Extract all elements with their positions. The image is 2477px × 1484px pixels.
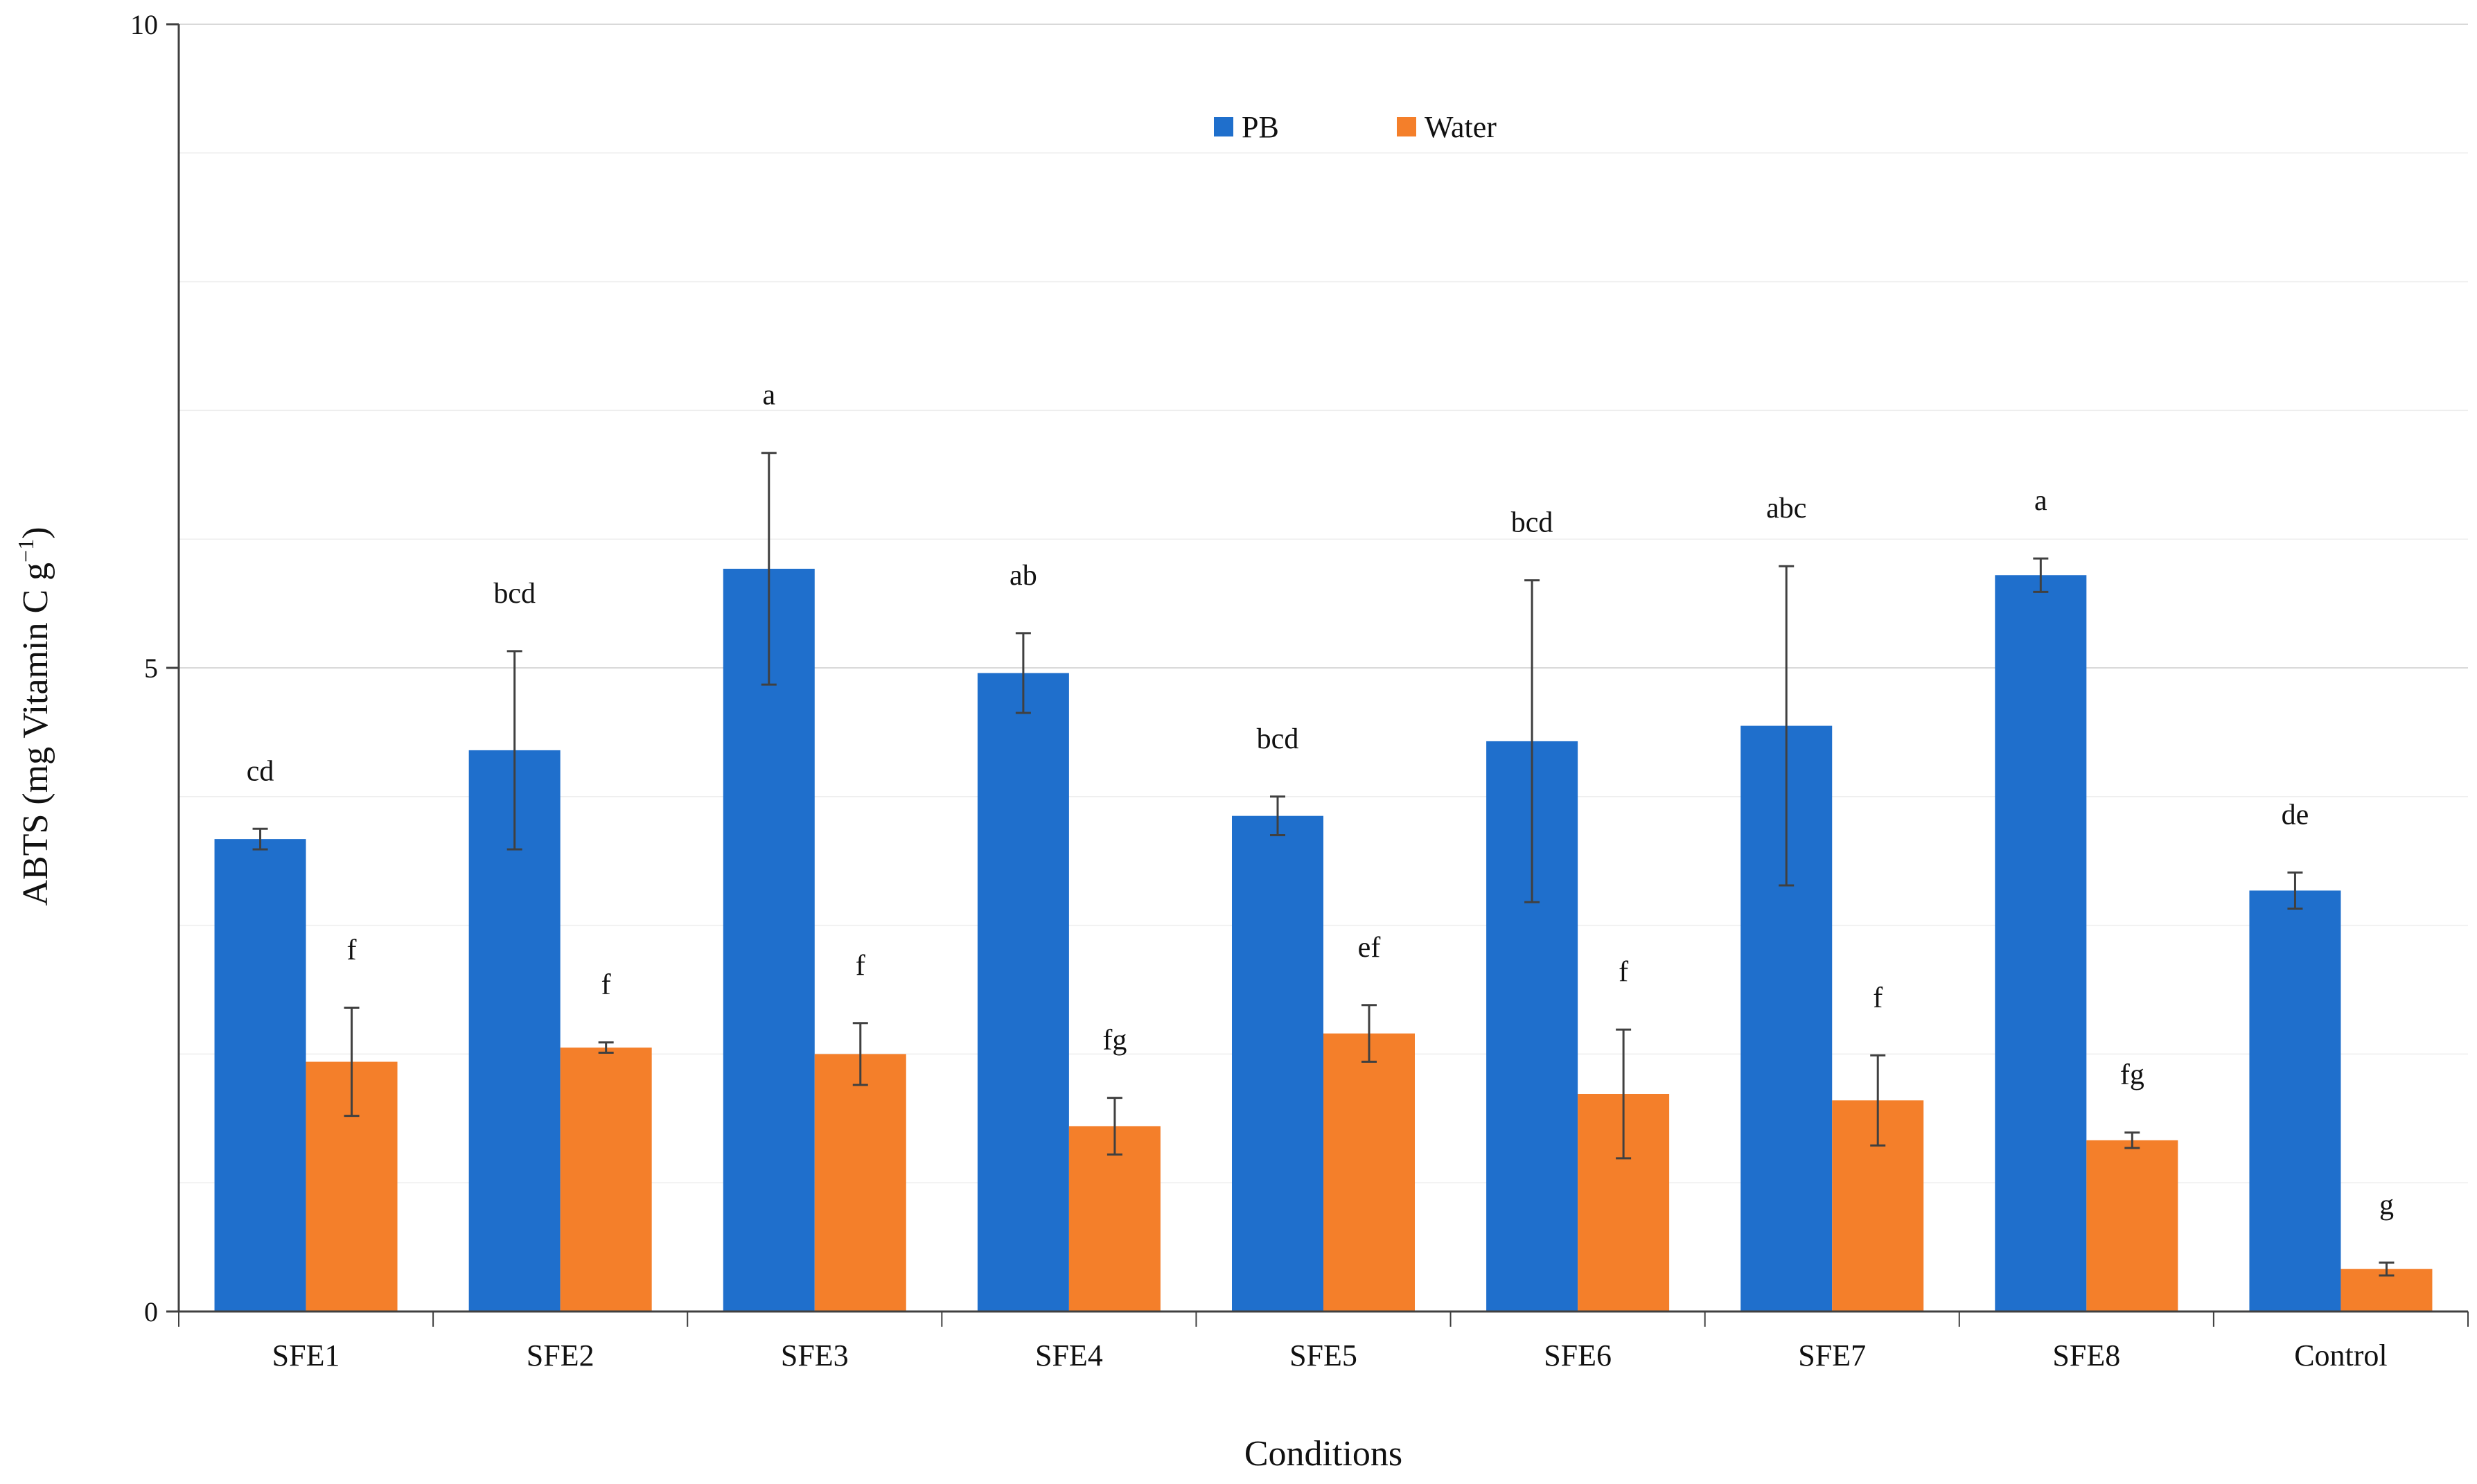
legend-swatch-pb [1214, 117, 1233, 136]
bar-pb-sfe3 [723, 568, 815, 1311]
y-tick-label-5: 5 [144, 653, 158, 684]
x-tick-label-sfe2: SFE2 [527, 1339, 594, 1372]
x-tick-label-control: Control [2294, 1339, 2387, 1372]
y-axis-title-close: ) [16, 527, 55, 538]
x-axis-title: Conditions [1244, 1434, 1402, 1474]
x-tick-label-sfe3: SFE3 [781, 1339, 849, 1372]
bar-pb-sfe8 [1995, 575, 2087, 1311]
sig-letter-water-sfe4: fg [1102, 1025, 1127, 1057]
bar-water-sfe8 [2086, 1140, 2178, 1311]
legend-label-water: Water [1425, 110, 1497, 144]
sig-letter-pb-sfe4: ab [1010, 560, 1037, 592]
x-tick-label-sfe5: SFE5 [1289, 1339, 1357, 1372]
bars [214, 568, 2433, 1311]
y-axis-title-superscript: −1 [13, 539, 38, 563]
significance-letters: cd f bcd f a f ab fg bcd ef bcd f abc f a fg de g [247, 380, 2394, 1221]
x-categories: SFE1 SFE2 SFE3 SFE4 SFE5 SFE6 SFE7 SFE8 Control [272, 1339, 2388, 1372]
y-tick-label-0: 0 [144, 1296, 158, 1327]
sig-letter-water-sfe3: f [856, 950, 865, 982]
sig-letter-pb-sfe5: bcd [1257, 723, 1299, 755]
sig-letter-water-sfe2: f [601, 969, 611, 1001]
sig-letter-pb-sfe1: cd [247, 755, 274, 787]
x-tick-label-sfe8: SFE8 [2052, 1339, 2120, 1372]
y-tick-label-10: 10 [130, 9, 158, 40]
y-ticks: 0 5 10 [130, 9, 179, 1327]
sig-letter-water-sfe8: fg [2120, 1059, 2144, 1091]
sig-letter-water-sfe6: f [1619, 956, 1628, 988]
sig-letter-water-sfe1: f [347, 935, 357, 966]
bar-water-sfe4 [1068, 1126, 1161, 1311]
legend-swatch-water [1397, 117, 1416, 136]
sig-letter-water-sfe7: f [1873, 982, 1883, 1014]
x-tick-label-sfe7: SFE7 [1798, 1339, 1866, 1372]
sig-letter-pb-sfe8: a [2034, 485, 2047, 517]
sig-letter-pb-sfe6: bcd [1511, 507, 1553, 539]
sig-letter-pb-sfe7: abc [1766, 493, 1806, 524]
bar-water-sfe2 [560, 1048, 652, 1311]
sig-letter-pb-sfe2: bcd [493, 578, 536, 610]
bar-water-sfe5 [1323, 1033, 1415, 1311]
x-tick-label-sfe6: SFE6 [1544, 1339, 1612, 1372]
sig-letter-pb-control: de [2282, 799, 2309, 831]
bar-pb-sfe4 [977, 673, 1069, 1311]
bar-water-sfe3 [814, 1054, 906, 1311]
bar-pb-sfe5 [1232, 815, 1323, 1311]
x-tick-label-sfe4: SFE4 [1035, 1339, 1103, 1372]
bar-pb-control [2249, 890, 2341, 1311]
x-tick-label-sfe1: SFE1 [272, 1339, 340, 1372]
legend-label-pb: PB [1242, 110, 1279, 144]
y-axis-title: ABTS (mg Vitamin C g−1) [13, 527, 55, 906]
sig-letter-water-sfe5: ef [1358, 932, 1381, 964]
sig-letter-pb-sfe3: a [762, 380, 775, 412]
y-axis-title-main: ABTS (mg Vitamin C g [16, 563, 55, 906]
error-bars [252, 452, 2395, 1277]
bar-pb-sfe1 [214, 839, 306, 1311]
sig-letter-water-control: g [2379, 1189, 2394, 1221]
legend: PB Water [1214, 110, 1497, 144]
